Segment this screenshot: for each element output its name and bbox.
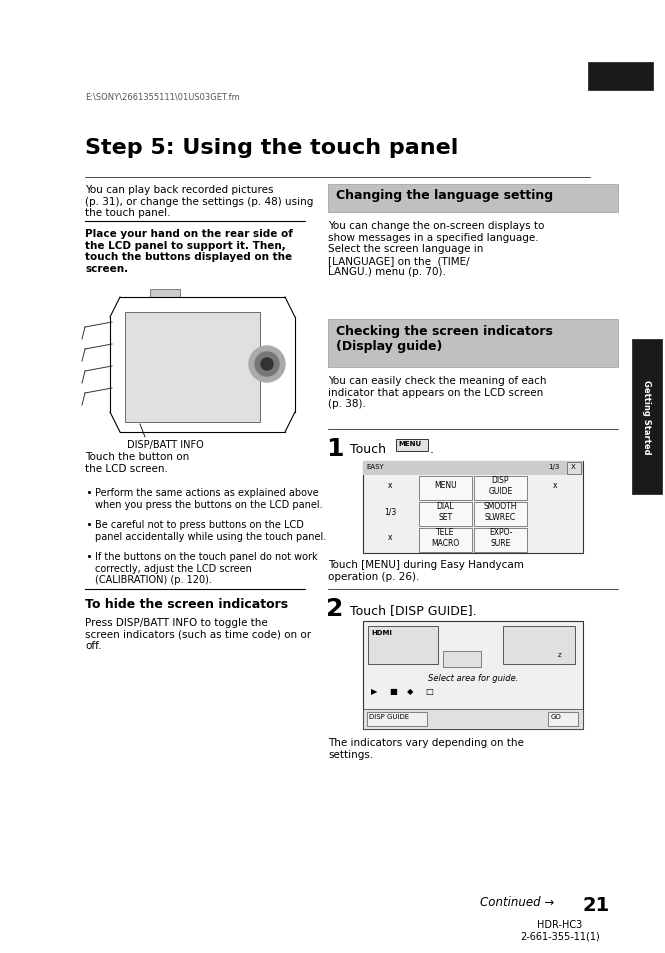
Text: x: x <box>388 533 393 542</box>
Text: TELE
MACRO: TELE MACRO <box>432 528 460 547</box>
Bar <box>567 462 581 475</box>
Bar <box>363 461 583 476</box>
Text: The indicators vary depending on the
settings.: The indicators vary depending on the set… <box>328 738 524 759</box>
Text: □: □ <box>425 686 433 696</box>
Circle shape <box>261 358 273 371</box>
Text: z: z <box>558 651 562 658</box>
Bar <box>474 502 527 526</box>
Bar <box>588 63 653 91</box>
Text: .: . <box>430 442 434 456</box>
Text: EXPO-
SURE: EXPO- SURE <box>489 528 512 547</box>
Bar <box>328 319 618 368</box>
Text: E:\SONY\2661355111\01US03GET.fm: E:\SONY\2661355111\01US03GET.fm <box>85 91 240 101</box>
Text: DISP GUIDE: DISP GUIDE <box>369 713 409 720</box>
Text: 1/3: 1/3 <box>548 463 559 470</box>
Text: x: x <box>553 481 558 490</box>
Text: If the buttons on the touch panel do not work
correctly, adjust the LCD screen
(: If the buttons on the touch panel do not… <box>95 552 318 584</box>
Bar <box>368 626 438 664</box>
Text: X: X <box>571 463 576 470</box>
Bar <box>419 502 472 526</box>
Text: Changing the language setting: Changing the language setting <box>336 189 553 202</box>
Bar <box>443 651 481 667</box>
Text: Checking the screen indicators
(Display guide): Checking the screen indicators (Display … <box>336 325 553 353</box>
Bar <box>419 476 472 500</box>
Text: Select area for guide.: Select area for guide. <box>428 673 518 682</box>
Bar <box>367 712 427 726</box>
Text: ◆: ◆ <box>407 686 414 696</box>
Text: DISP/BATT INFO: DISP/BATT INFO <box>126 439 203 450</box>
Text: GO: GO <box>551 713 562 720</box>
Text: Touch [MENU] during Easy Handycam
operation (p. 26).: Touch [MENU] during Easy Handycam operat… <box>328 559 524 581</box>
Text: Touch [DISP GUIDE].: Touch [DISP GUIDE]. <box>350 603 477 617</box>
Bar <box>363 709 583 729</box>
Text: 1: 1 <box>326 436 344 460</box>
Text: Be careful not to press buttons on the LCD
panel accidentally while using the to: Be careful not to press buttons on the L… <box>95 519 327 541</box>
Text: Place your hand on the rear side of
the LCD panel to support it. Then,
touch the: Place your hand on the rear side of the … <box>85 229 293 274</box>
Text: You can play back recorded pictures
(p. 31), or change the settings (p. 48) usin: You can play back recorded pictures (p. … <box>85 185 313 218</box>
Text: You can easily check the meaning of each
indicator that appears on the LCD scree: You can easily check the meaning of each… <box>328 375 547 409</box>
Text: Touch: Touch <box>350 442 390 456</box>
Circle shape <box>255 353 279 376</box>
Text: EASY: EASY <box>366 463 384 470</box>
Text: Continued →: Continued → <box>480 895 554 908</box>
Text: 1/3: 1/3 <box>384 507 396 516</box>
Text: Step 5: Using the touch panel: Step 5: Using the touch panel <box>85 138 458 158</box>
Text: x: x <box>388 481 393 490</box>
Text: MENU: MENU <box>398 440 421 447</box>
Text: 21: 21 <box>582 895 609 914</box>
Text: HDR-HC3
2-661-355-11(1): HDR-HC3 2-661-355-11(1) <box>520 919 600 941</box>
Text: 2: 2 <box>326 597 343 620</box>
Text: You can change the on-screen displays to
show messages in a specified language.
: You can change the on-screen displays to… <box>328 221 545 277</box>
Text: Perform the same actions as explained above
when you press the buttons on the LC: Perform the same actions as explained ab… <box>95 488 323 509</box>
Bar <box>363 461 583 554</box>
Bar <box>474 476 527 500</box>
Text: DIAL
SET: DIAL SET <box>437 502 454 521</box>
Text: MENU: MENU <box>434 481 457 490</box>
Bar <box>419 529 472 553</box>
Text: ■: ■ <box>389 686 397 696</box>
Bar <box>125 313 260 422</box>
Text: DISP
GUIDE: DISP GUIDE <box>488 476 513 496</box>
Circle shape <box>249 347 285 382</box>
Text: To hide the screen indicators: To hide the screen indicators <box>85 598 288 610</box>
Bar <box>503 626 575 664</box>
Text: HDMI: HDMI <box>371 629 392 636</box>
Text: Getting Started: Getting Started <box>642 380 652 455</box>
Bar <box>474 529 527 553</box>
Text: Touch the button on
the LCD screen.: Touch the button on the LCD screen. <box>85 452 190 473</box>
Bar <box>150 290 180 297</box>
Bar <box>328 185 618 213</box>
Bar <box>396 439 428 452</box>
Bar <box>548 712 578 726</box>
Bar <box>363 621 583 729</box>
Bar <box>632 339 662 495</box>
Text: ▶: ▶ <box>371 686 378 696</box>
Text: Press DISP/BATT INFO to toggle the
screen indicators (such as time code) on or
o: Press DISP/BATT INFO to toggle the scree… <box>85 618 311 651</box>
Text: SMOOTH
SLWREC: SMOOTH SLWREC <box>483 502 517 521</box>
